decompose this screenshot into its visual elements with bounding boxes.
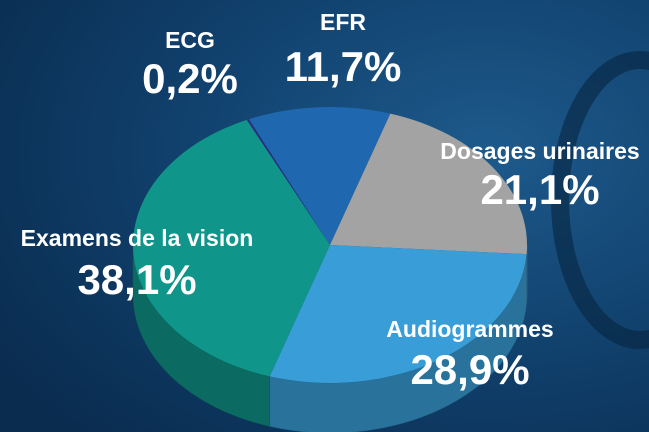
slice-label: EFR	[320, 9, 366, 35]
slice-value-label: 38,1%	[77, 256, 196, 303]
slice-value-label: 11,7%	[285, 43, 402, 90]
slice-label: Examens de la vision	[21, 225, 254, 251]
slice-label: ECG	[165, 27, 215, 53]
pie-slice	[330, 113, 527, 255]
pie-slice	[248, 106, 391, 245]
slice-value-label: 21,1%	[480, 166, 599, 213]
slice-value-label: 0,2%	[142, 55, 238, 102]
slice-value-label: 28,9%	[410, 346, 529, 393]
pie-slice	[132, 119, 330, 377]
slice-label: Dosages urinaires	[440, 138, 639, 164]
pie-slice	[246, 119, 330, 245]
background-decoration	[551, 51, 649, 349]
slice-label: Audiogrammes	[386, 316, 553, 342]
pie-slice	[269, 245, 527, 383]
